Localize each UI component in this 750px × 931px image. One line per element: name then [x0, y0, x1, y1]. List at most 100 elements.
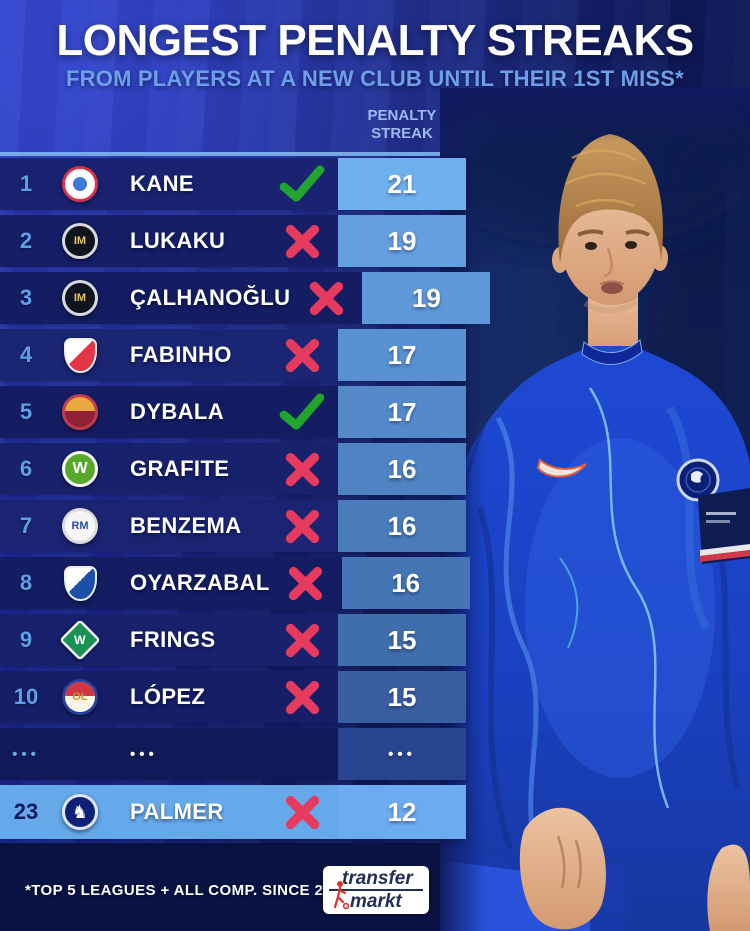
club-badge-vfl-wolfsburg: W	[52, 451, 108, 487]
result-cell	[266, 679, 338, 716]
logo-word-transfer: transfer	[329, 868, 423, 891]
player-name: BENZEMA	[130, 513, 242, 538]
club-badge-shape	[62, 166, 98, 202]
result-cell	[266, 165, 338, 203]
row-main-cell: 10 OL LÓPEZ	[0, 671, 338, 723]
streak-cell: 16	[341, 557, 470, 609]
page-title: LONGEST PENALTY STREAKS	[56, 16, 694, 65]
club-badge-shape: IM	[62, 223, 98, 259]
club-badge-shape: W	[62, 451, 98, 487]
rank-label: 1	[19, 171, 33, 196]
check-icon	[279, 165, 325, 202]
streak-value: 17	[387, 339, 417, 370]
streak-value: 16	[391, 567, 421, 598]
result-cell	[266, 337, 338, 374]
result-cell	[266, 393, 338, 431]
club-badge-shape	[63, 565, 97, 601]
table-row-çalhanoğlu: 3 IM ÇALHANOĞLU 19	[0, 272, 491, 324]
table-row-palmer: 23 ♞ PALMER 12	[0, 785, 466, 839]
club-badge-shape	[62, 394, 98, 430]
club-badge-inter-milan: IM	[52, 280, 108, 316]
photo-top-fade	[440, 88, 750, 142]
x-icon	[309, 281, 344, 315]
result-cell	[266, 451, 338, 488]
table-row-benzema: 7 RM BENZEMA 16	[0, 500, 466, 552]
player-name: DYBALA	[130, 399, 225, 424]
result-cell	[266, 794, 338, 831]
badge-glyph: IM	[73, 234, 87, 247]
club-badge-shape: ♞	[62, 794, 98, 830]
table-row-fabinho: 4 FABINHO 17	[0, 329, 466, 381]
streak-value: 16	[387, 510, 417, 541]
player-name: LÓPEZ	[130, 684, 206, 709]
result-cell	[290, 280, 362, 317]
club-badge-bayern-munich	[52, 166, 108, 202]
transfermarkt-player-icon	[333, 881, 349, 910]
streak-cell: 17	[338, 386, 466, 438]
club-badge-as-monaco	[52, 337, 108, 373]
badge-glyph: IM	[73, 291, 87, 304]
column-header-line1: PENALTY	[367, 107, 437, 124]
column-header-penalty-streak: PENALTY STREAK	[338, 107, 466, 143]
table-row-frings: 9 W FRINGS 15	[0, 614, 466, 666]
row-main-cell: 8 OYARZABAL	[0, 557, 342, 609]
row-main-cell: ••• •••	[0, 728, 338, 780]
x-icon	[285, 338, 319, 372]
streak-value: 19	[387, 225, 417, 256]
streak-value: 16	[387, 453, 417, 484]
club-badge-shape: IM	[62, 280, 98, 316]
table-row-dybala: 5 DYBALA 17	[0, 386, 466, 438]
result-cell	[266, 508, 338, 545]
table-row-lukaku: 2 IM LUKAKU 19	[0, 215, 466, 267]
streak-cell: 16	[338, 500, 466, 552]
streak-value: 15	[387, 624, 417, 655]
player-name: •••	[130, 745, 158, 763]
streak-value: 12	[387, 796, 417, 827]
row-main-cell: 23 ♞ PALMER	[0, 785, 338, 839]
x-icon	[285, 680, 319, 714]
table-top-border	[0, 152, 466, 156]
club-badge-werder-bremen: W	[52, 619, 108, 661]
rank-label: 23	[13, 799, 39, 824]
table-row-grafite: 6 W GRAFITE 16	[0, 443, 466, 495]
club-badge-shape: RM	[62, 508, 98, 544]
player-name: GRAFITE	[130, 456, 230, 481]
badge-glyph: W	[72, 460, 88, 477]
rank-label: 4	[19, 342, 33, 367]
streak-cell: 12	[338, 785, 466, 839]
row-main-cell: 7 RM BENZEMA	[0, 500, 338, 552]
club-badge-real-madrid: RM	[52, 508, 108, 544]
result-cell	[270, 565, 342, 602]
club-badge-inter-milan: IM	[52, 223, 108, 259]
streak-cell: 19	[338, 215, 466, 267]
table-row-ellipsis: ••• ••• •••	[0, 728, 466, 780]
club-badge-shape	[63, 337, 97, 373]
badge-glyph: RM	[71, 519, 89, 532]
row-main-cell: 2 IM LUKAKU	[0, 215, 338, 267]
rank-label: 5	[19, 399, 33, 424]
player-name: KANE	[130, 171, 194, 196]
row-main-cell: 9 W FRINGS	[0, 614, 338, 666]
streak-cell: 15	[338, 614, 466, 666]
x-icon	[285, 452, 319, 486]
x-icon	[285, 623, 319, 657]
rank-label: 10	[13, 684, 39, 709]
club-badge-chelsea: ♞	[52, 794, 108, 830]
rank-label: 8	[19, 570, 33, 595]
rank-label: 9	[19, 627, 33, 652]
player-name: PALMER	[130, 799, 224, 824]
player-name: FRINGS	[130, 627, 216, 652]
badge-accent	[65, 682, 95, 697]
club-badge-as-roma	[52, 394, 108, 430]
rank-label: 6	[19, 456, 33, 481]
player-name: ÇALHANOĞLU	[130, 285, 291, 310]
row-main-cell: 5 DYBALA	[0, 386, 338, 438]
footnote: *TOP 5 LEAGUES + ALL COMP. SINCE 2000	[25, 882, 350, 899]
club-badge-olympique-lyon: OL	[52, 679, 108, 715]
transfermarkt-logo: transfer markt	[323, 866, 429, 914]
player-photo-illustration	[440, 88, 750, 931]
x-icon	[285, 795, 319, 829]
streak-cell: 21	[338, 158, 466, 210]
badge-dot	[73, 177, 87, 191]
streak-value: •••	[388, 745, 416, 763]
